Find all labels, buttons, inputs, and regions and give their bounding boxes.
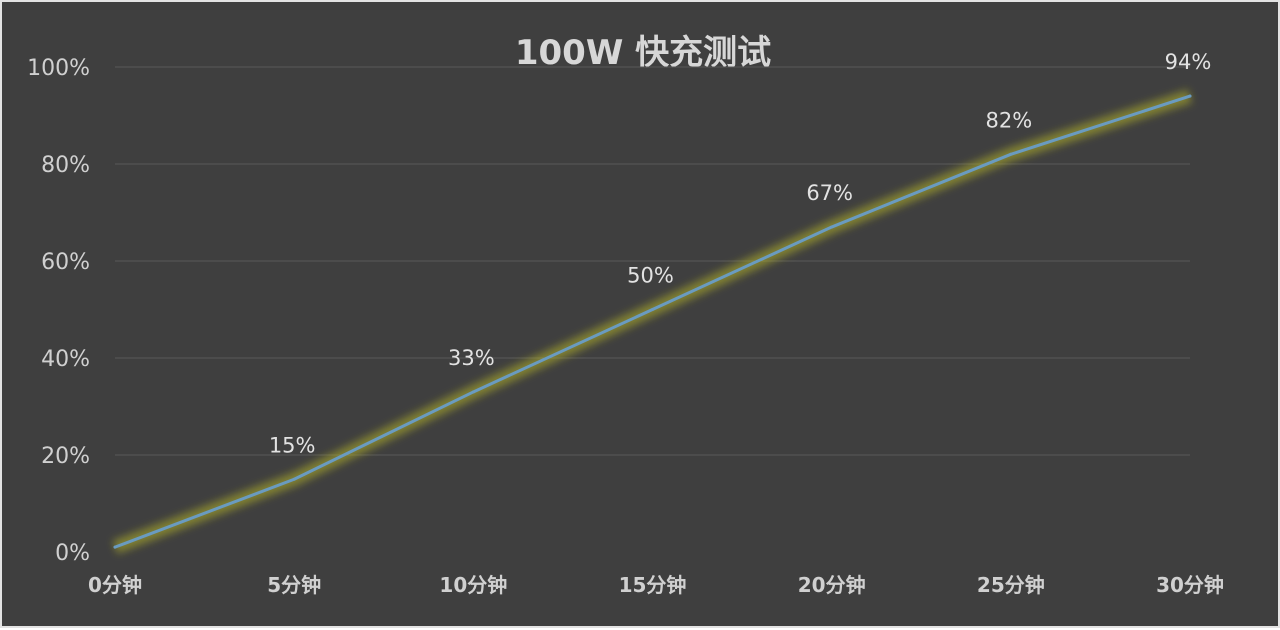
data-label: 94% — [1165, 50, 1212, 74]
x-tick-label: 20分钟 — [798, 573, 866, 597]
data-label: 67% — [806, 181, 853, 205]
data-point — [292, 477, 296, 481]
x-axis-ticks: 0分钟 5分钟 10分钟 15分钟 20分钟 25分钟 30分钟 — [88, 573, 1224, 597]
data-point — [113, 545, 117, 549]
data-label: 50% — [627, 264, 674, 288]
x-tick-label: 5分钟 — [267, 573, 321, 597]
x-tick-label: 25分钟 — [977, 573, 1045, 597]
data-point — [830, 225, 834, 229]
data-point — [471, 390, 475, 394]
data-label: 33% — [448, 346, 495, 370]
data-point — [1009, 152, 1013, 156]
gridlines — [115, 66, 1190, 456]
y-tick-label: 20% — [41, 444, 90, 469]
x-tick-label: 10分钟 — [439, 573, 507, 597]
x-tick-label: 15分钟 — [619, 573, 687, 597]
y-tick-label: 100% — [27, 56, 90, 81]
series-charge-level — [112, 89, 1193, 554]
x-tick-label: 0分钟 — [88, 573, 142, 597]
data-point — [1188, 94, 1192, 98]
y-tick-label: 40% — [41, 347, 90, 372]
y-tick-label: 0% — [55, 541, 90, 566]
data-point — [651, 308, 654, 311]
data-label: 82% — [985, 108, 1032, 132]
y-tick-label: 60% — [41, 250, 90, 275]
data-label: 15% — [269, 433, 316, 457]
chart-title: 100W 快充测试 — [515, 33, 771, 73]
x-tick-label: 30分钟 — [1156, 573, 1224, 597]
y-tick-label: 80% — [41, 153, 90, 178]
data-labels: 15% 33% 50% 67% 82% 94% — [269, 50, 1212, 457]
y-axis-ticks: 0% 20% 40% 60% 80% 100% — [27, 56, 90, 566]
